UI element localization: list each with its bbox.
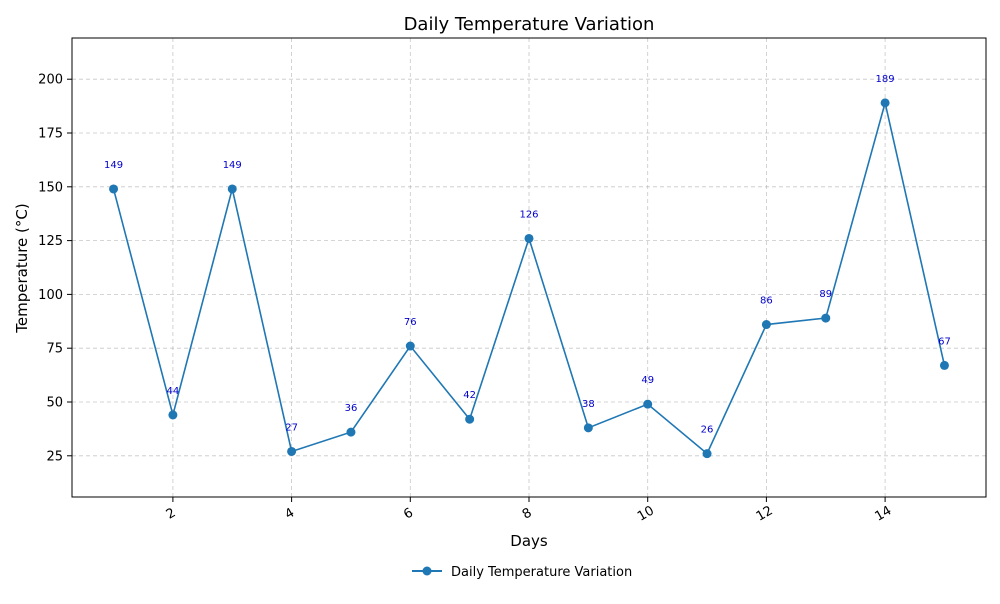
y-tick-label: 200 (38, 73, 63, 88)
x-tick-label: 8 (520, 505, 535, 522)
grid-lines (72, 38, 986, 497)
y-tick-label: 50 (46, 395, 63, 410)
data-label: 76 (404, 317, 417, 328)
chart-title: Daily Temperature Variation (404, 14, 655, 35)
data-label: 86 (760, 296, 773, 307)
x-tick-label: 10 (635, 503, 657, 524)
data-point (761, 320, 771, 330)
y-tick-label: 75 (46, 342, 63, 357)
data-point (880, 98, 890, 108)
data-point (465, 414, 475, 424)
data-point (168, 410, 178, 420)
y-tick-label: 100 (38, 288, 63, 303)
data-label: 67 (938, 336, 951, 347)
data-label: 149 (104, 160, 123, 171)
data-point (405, 341, 415, 351)
data-labels: 149 44 149 27 36 76 42 126 38 49 26 86 89 189 67 (104, 74, 951, 436)
x-axis-label: Days (510, 532, 548, 550)
data-point (227, 184, 237, 194)
data-label: 42 (463, 390, 476, 401)
legend-marker-swatch (422, 566, 432, 576)
x-tick-label: 6 (401, 505, 416, 522)
data-label: 126 (519, 209, 538, 220)
data-label: 49 (641, 375, 654, 386)
legend: Daily Temperature Variation (412, 565, 632, 580)
data-point (702, 449, 712, 459)
y-tick-label: 175 (38, 127, 63, 142)
data-label: 27 (285, 422, 298, 433)
y-tick-label: 150 (38, 180, 63, 195)
data-label: 44 (167, 386, 180, 397)
series-layer (109, 98, 949, 459)
data-label: 38 (582, 399, 595, 410)
data-point (109, 184, 119, 194)
data-point (346, 427, 356, 437)
x-tick-label: 14 (872, 503, 894, 524)
data-label: 36 (345, 403, 358, 414)
axes-frame (71, 37, 987, 498)
data-point (524, 233, 534, 243)
y-tick-label: 125 (38, 234, 63, 249)
data-point (287, 446, 297, 456)
data-label: 26 (701, 425, 714, 436)
data-label: 189 (876, 74, 895, 85)
y-axis-label: Temperature (°C) (13, 203, 31, 333)
x-tick-label: 2 (164, 505, 179, 522)
data-point (583, 423, 593, 433)
data-point (939, 360, 949, 370)
data-label: 89 (819, 289, 832, 300)
x-tick-label: 4 (283, 505, 298, 522)
x-tick-label: 12 (754, 503, 776, 524)
data-point (821, 313, 831, 323)
data-point (643, 399, 653, 409)
data-label: 149 (223, 160, 242, 171)
y-tick-label: 25 (46, 449, 63, 464)
legend-entry-label: Daily Temperature Variation (451, 565, 632, 580)
